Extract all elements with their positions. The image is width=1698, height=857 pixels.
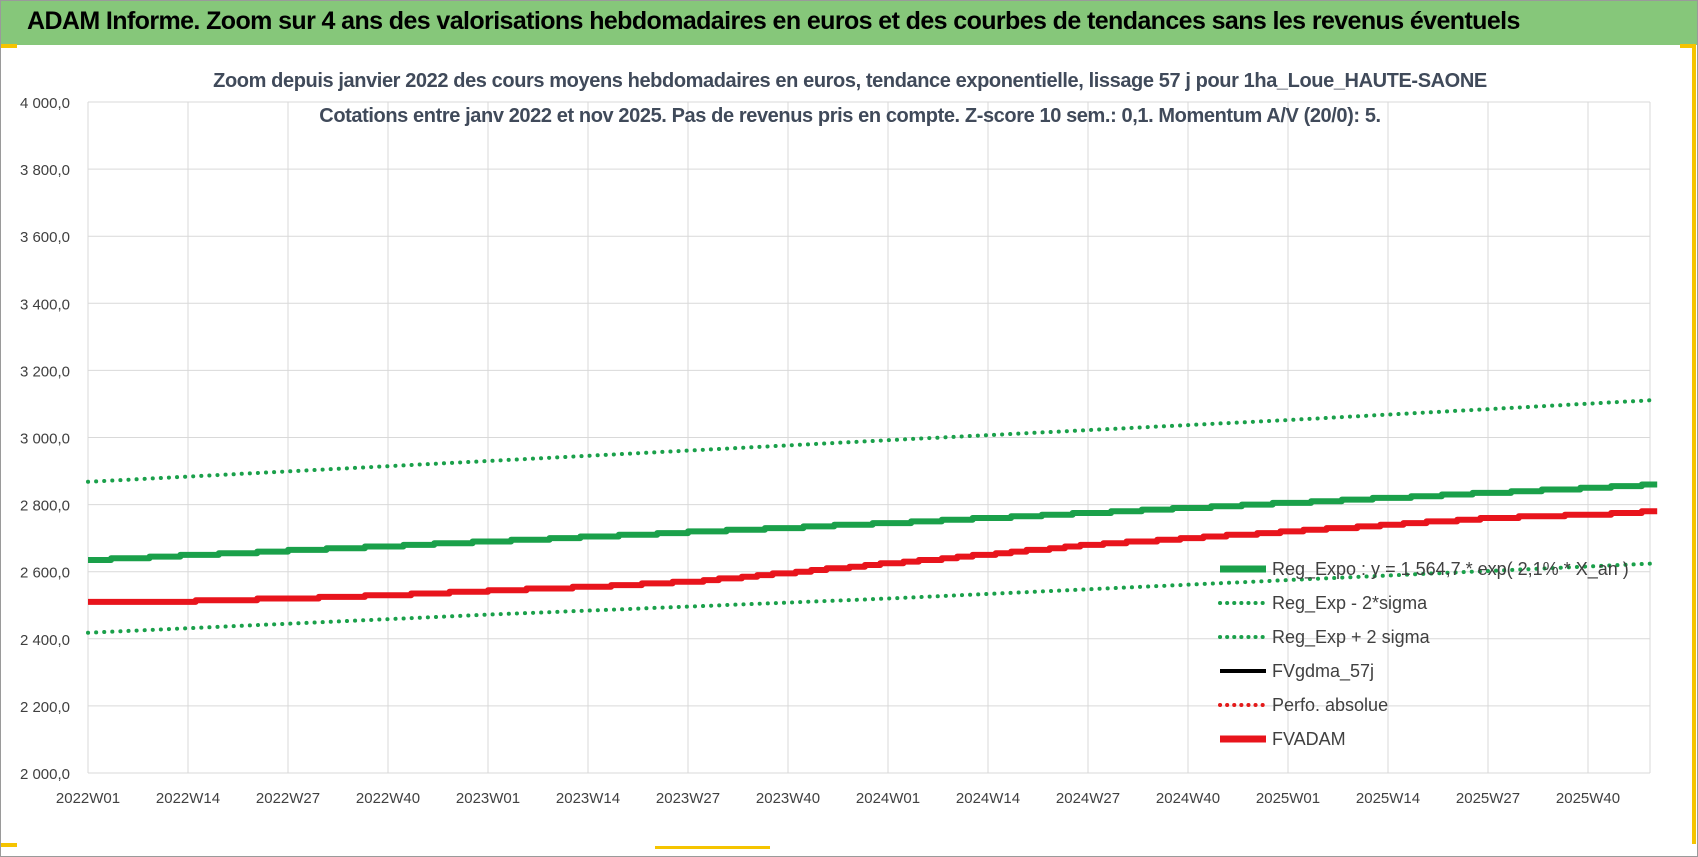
x-tick-label: 2022W27 [256,790,320,807]
series-line [88,508,1658,605]
y-tick-label: 3 400,0 [20,296,70,313]
header-banner: ADAM Informe. Zoom sur 4 ans des valoris… [1,1,1697,45]
x-tick-label: 2025W27 [1456,790,1520,807]
y-tick-label: 3 200,0 [20,363,70,380]
y-tick-label: 2 400,0 [20,632,70,649]
x-tick-label: 2022W14 [156,790,220,807]
corner-mark-right-side [1692,44,1696,844]
x-tick-label: 2022W40 [356,790,420,807]
x-tick-label: 2023W14 [556,790,620,807]
x-tick-label: 2024W01 [856,790,920,807]
corner-mark-bottom-center [655,846,770,849]
y-tick-label: 2 200,0 [20,699,70,716]
x-tick-label: 2025W01 [1256,790,1320,807]
y-tick-label: 3 600,0 [20,229,70,246]
corner-mark-left [1,44,17,48]
legend-label: Reg_Exp + 2 sigma [1272,627,1431,648]
corner-mark-right [1680,44,1696,48]
x-tick-label: 2024W14 [956,790,1020,807]
x-tick-label: 2025W14 [1356,790,1420,807]
y-tick-label: 2 800,0 [20,498,70,515]
x-tick-label: 2023W40 [756,790,820,807]
legend-label: Perfo. absolue [1272,695,1388,715]
series-line [86,561,1660,635]
x-tick-label: 2025W40 [1556,790,1620,807]
legend-label: Reg_Expo : y = 1 564,7 * exp( 2,1% * X_a… [1272,559,1629,580]
y-tick-label: 2 600,0 [20,565,70,582]
series-line [88,481,1658,563]
x-tick-label: 2024W40 [1156,790,1220,807]
series-line [86,397,1660,484]
x-tick-label: 2024W27 [1056,790,1120,807]
chart-title-line1: Zoom depuis janvier 2022 des cours moyen… [213,70,1487,92]
corner-mark-bottom-left [1,843,17,847]
x-tick-label: 2022W01 [56,790,120,807]
x-tick-label: 2023W27 [656,790,720,807]
y-tick-label: 4 000,0 [20,95,70,112]
legend-label: Reg_Exp - 2*sigma [1272,593,1428,614]
x-tick-label: 2023W01 [456,790,520,807]
legend-label: FVADAM [1272,729,1346,749]
chart-title-line2: Cotations entre janv 2022 et nov 2025. P… [319,105,1381,127]
y-tick-label: 2 000,0 [20,766,70,783]
y-tick-label: 3 800,0 [20,162,70,179]
y-tick-label: 3 000,0 [20,431,70,448]
legend-label: FVgdma_57j [1272,661,1374,682]
banner-title: ADAM Informe. Zoom sur 4 ans des valoris… [27,7,1520,35]
